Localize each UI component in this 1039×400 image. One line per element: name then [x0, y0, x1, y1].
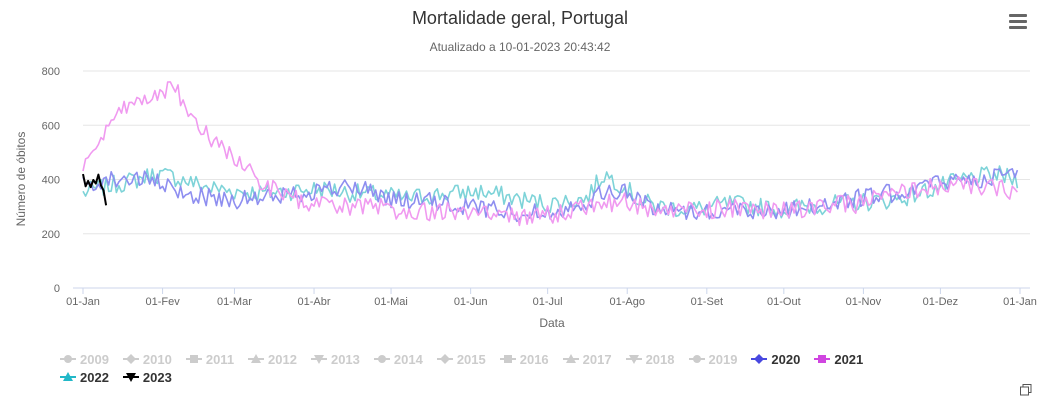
legend-marker — [499, 355, 516, 363]
legend-label: 2021 — [834, 351, 864, 367]
legend-label: 2022 — [80, 369, 109, 385]
x-tick-label: 01-Jul — [533, 296, 563, 308]
legend-label: 2010 — [142, 351, 172, 367]
x-tick-label: 01-Jun — [454, 296, 488, 308]
x-tick-label: 01-Set — [691, 296, 723, 308]
x-tick-label: 01-Mai — [374, 296, 408, 308]
legend-item-2020[interactable]: 2020 — [751, 352, 800, 367]
legend-item-2010[interactable]: 2010 — [122, 351, 172, 367]
legend: 2009 2010 2011 2012 2013 2014 2015 2016 2017 2018… — [60, 350, 1020, 386]
legend-label: 2020 — [771, 351, 801, 367]
menu-bar — [1009, 26, 1027, 29]
legend-marker — [60, 355, 76, 363]
y-tick-label: 0 — [54, 283, 60, 295]
x-axis: 01-Jan 01-Fev 01-Mar 01-Abr 01-Mai 01-Jun 01-J… — [66, 287, 1037, 308]
legend-marker — [688, 355, 705, 363]
x-tick-label: 01-Mar — [217, 296, 252, 308]
legend-marker — [625, 355, 642, 364]
x-tick-label: 01-Jan — [1003, 296, 1037, 308]
legend-marker — [60, 372, 76, 381]
y-tick-label: 800 — [42, 66, 60, 78]
legend-item-2018[interactable]: 2018 — [625, 351, 675, 367]
y-tick-label: 600 — [42, 120, 60, 132]
y-tick-label: 200 — [42, 229, 60, 241]
legend-item-2017[interactable]: 2017 — [562, 351, 612, 367]
legend-marker — [562, 354, 579, 363]
legend-item-2011[interactable]: 2011 — [185, 351, 235, 367]
legend-row: 2009 2010 2011 2012 2013 2014 2015 2016 2017 2018… — [60, 350, 1020, 368]
legend-label: 2014 — [393, 351, 423, 367]
legend-marker — [751, 354, 768, 364]
legend-item-2021[interactable]: 2021 — [814, 352, 863, 367]
legend-marker — [310, 355, 327, 364]
menu-bar — [1009, 14, 1027, 17]
legend-item-2019[interactable]: 2019 — [688, 351, 738, 367]
legend-label: 2012 — [268, 351, 297, 367]
y-tick-label: 400 — [42, 175, 60, 187]
y-axis-ticks: 0 200 400 600 800 — [42, 66, 60, 295]
legend-marker — [373, 355, 390, 363]
legend-row: 2022 2023 — [60, 368, 1020, 386]
legend-label: 2009 — [80, 351, 109, 367]
x-tick-label: 01-Abr — [298, 296, 331, 308]
legend-marker — [436, 354, 453, 364]
legend-marker — [122, 373, 139, 382]
chart-subtitle: Atualizado a 10-01-2023 20:43:42 — [430, 40, 611, 54]
legend-item-2014[interactable]: 2014 — [373, 351, 423, 367]
menu-bar — [1009, 20, 1027, 23]
legend-marker — [185, 355, 202, 363]
legend-item-2022[interactable]: 2022 — [60, 370, 109, 385]
legend-label: 2013 — [330, 351, 360, 367]
legend-marker — [248, 354, 265, 363]
legend-label: 2019 — [708, 351, 738, 367]
series-line-2021[interactable] — [82, 81, 1019, 227]
legend-label: 2015 — [456, 351, 486, 367]
copy-icon[interactable] — [1020, 384, 1032, 396]
x-tick-label: 01-Jan — [66, 296, 100, 308]
series-line-2022[interactable] — [82, 165, 1019, 219]
hamburger-menu-icon[interactable] — [1006, 12, 1030, 32]
x-tick-label: 01-Ago — [609, 296, 644, 308]
series-lines — [82, 81, 1019, 227]
x-tick-label: 01-Fev — [145, 296, 180, 308]
legend-label: 2016 — [519, 351, 549, 367]
legend-item-2009[interactable]: 2009 — [60, 352, 109, 367]
legend-item-2013[interactable]: 2013 — [310, 351, 360, 367]
legend-marker — [122, 354, 139, 364]
legend-item-2015[interactable]: 2015 — [436, 351, 486, 367]
legend-label: 2011 — [205, 351, 235, 367]
legend-label: 2017 — [582, 351, 612, 367]
x-tick-label: 01-Out — [767, 296, 801, 308]
chart-title: Mortalidade geral, Portugal — [412, 8, 628, 28]
legend-item-2023[interactable]: 2023 — [122, 369, 172, 385]
gridlines — [83, 70, 1030, 289]
legend-item-2012[interactable]: 2012 — [248, 352, 297, 367]
legend-label: 2023 — [142, 369, 172, 385]
legend-item-2016[interactable]: 2016 — [499, 351, 549, 367]
x-axis-label: Data — [539, 316, 565, 330]
series-line-2023[interactable] — [82, 173, 108, 206]
legend-label: 2018 — [645, 351, 675, 367]
x-tick-label: 01-Nov — [846, 296, 882, 308]
legend-marker — [814, 355, 831, 363]
y-axis-label: Número de óbitos — [14, 132, 28, 227]
series-line-2020[interactable] — [82, 168, 1019, 223]
x-tick-label: 01-Dez — [923, 296, 958, 308]
